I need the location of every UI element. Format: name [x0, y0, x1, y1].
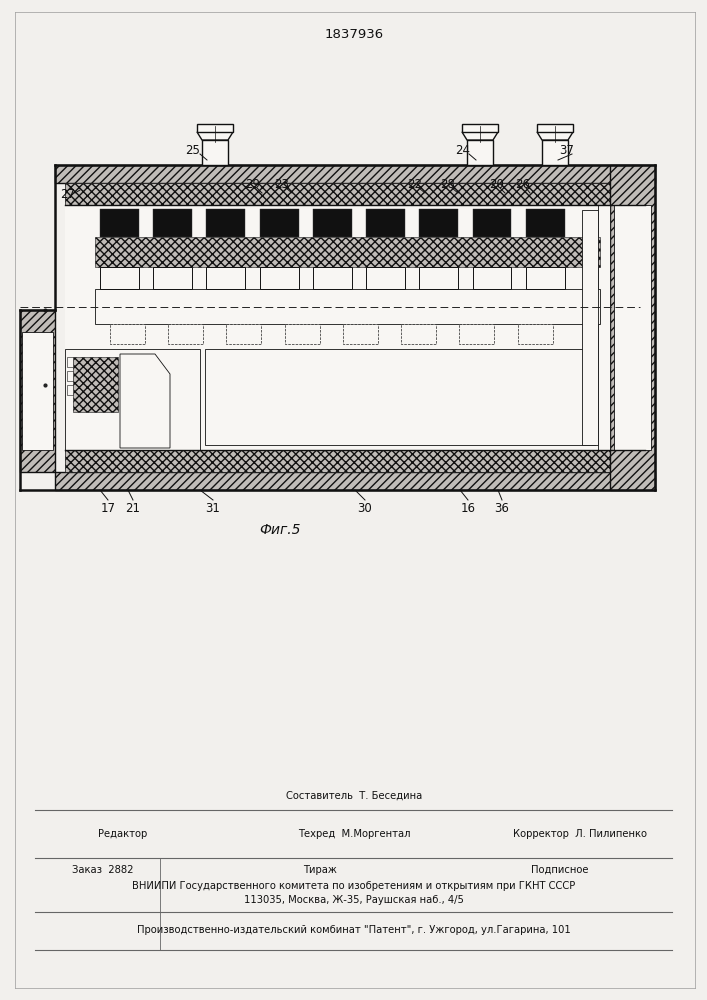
Text: 36: 36: [495, 502, 510, 514]
Bar: [285, 324, 320, 344]
Bar: [168, 324, 203, 344]
Bar: [419, 209, 458, 237]
Bar: [153, 267, 192, 289]
Text: 31: 31: [206, 502, 221, 514]
Bar: [22, 332, 53, 450]
Bar: [110, 324, 145, 344]
Bar: [460, 324, 494, 344]
Bar: [313, 267, 352, 289]
Polygon shape: [462, 132, 498, 140]
Bar: [65, 349, 200, 450]
Bar: [343, 324, 378, 344]
Bar: [472, 267, 511, 289]
Bar: [401, 324, 436, 344]
Text: 22: 22: [407, 178, 423, 190]
Bar: [366, 209, 405, 237]
Text: 24: 24: [455, 143, 470, 156]
Text: Подписное: Подписное: [531, 865, 589, 875]
Text: 23: 23: [274, 178, 289, 190]
Text: Техред  М.Моргентал: Техред М.Моргентал: [298, 829, 410, 839]
Polygon shape: [537, 132, 573, 140]
Bar: [582, 210, 598, 445]
Bar: [467, 140, 493, 165]
Bar: [206, 209, 245, 237]
Text: 28: 28: [440, 178, 455, 190]
Bar: [95, 289, 600, 324]
Bar: [542, 140, 568, 165]
Bar: [67, 371, 73, 381]
Text: 21: 21: [126, 502, 141, 514]
Text: 27: 27: [61, 188, 76, 200]
Text: 1837936: 1837936: [325, 28, 384, 41]
Text: Производственно-издательский комбинат "Патент", г. Ужгород, ул.Гагарина, 101: Производственно-издательский комбинат "П…: [137, 925, 571, 935]
Bar: [20, 310, 55, 472]
Text: Корректор  Л. Пилипенко: Корректор Л. Пилипенко: [513, 829, 647, 839]
Text: Составитель  Т. Беседина: Составитель Т. Беседина: [286, 791, 422, 801]
Bar: [65, 450, 645, 472]
Text: 29: 29: [245, 178, 260, 190]
Text: 20: 20: [489, 178, 504, 190]
Text: 26: 26: [515, 178, 530, 190]
Bar: [197, 124, 233, 132]
Polygon shape: [120, 354, 170, 448]
Bar: [153, 209, 192, 237]
Bar: [95, 237, 600, 267]
Bar: [610, 165, 655, 490]
Bar: [419, 267, 458, 289]
Bar: [65, 183, 645, 472]
Bar: [67, 357, 73, 367]
Text: Фиг.5: Фиг.5: [259, 523, 300, 537]
Bar: [226, 324, 262, 344]
Bar: [259, 267, 298, 289]
Bar: [202, 140, 228, 165]
Bar: [366, 267, 405, 289]
Bar: [518, 324, 553, 344]
Bar: [55, 165, 655, 183]
Text: 37: 37: [559, 143, 574, 156]
Text: 30: 30: [358, 502, 373, 514]
Bar: [259, 209, 298, 237]
Bar: [526, 267, 565, 289]
Bar: [537, 124, 573, 132]
Bar: [472, 209, 511, 237]
Bar: [100, 267, 139, 289]
Text: ВНИИПИ Государственного комитета по изобретениям и открытиям при ГКНТ СССР: ВНИИПИ Государственного комитета по изоб…: [132, 881, 575, 891]
Text: 17: 17: [100, 502, 115, 514]
Text: Тираж: Тираж: [303, 865, 337, 875]
Text: 16: 16: [460, 502, 476, 514]
Text: 25: 25: [185, 143, 201, 156]
Bar: [67, 385, 73, 395]
Bar: [598, 205, 610, 450]
Bar: [100, 209, 139, 237]
Bar: [313, 209, 352, 237]
Bar: [55, 472, 655, 490]
Bar: [73, 357, 118, 412]
Bar: [206, 267, 245, 289]
Bar: [614, 205, 651, 450]
Text: Заказ  2882: Заказ 2882: [72, 865, 134, 875]
Bar: [65, 183, 645, 205]
Bar: [526, 209, 565, 237]
Text: 113035, Москва, Ж-35, Раушская наб., 4/5: 113035, Москва, Ж-35, Раушская наб., 4/5: [244, 895, 464, 905]
Bar: [462, 124, 498, 132]
Polygon shape: [197, 132, 233, 140]
Text: Редактор: Редактор: [98, 829, 147, 839]
Bar: [205, 349, 595, 445]
